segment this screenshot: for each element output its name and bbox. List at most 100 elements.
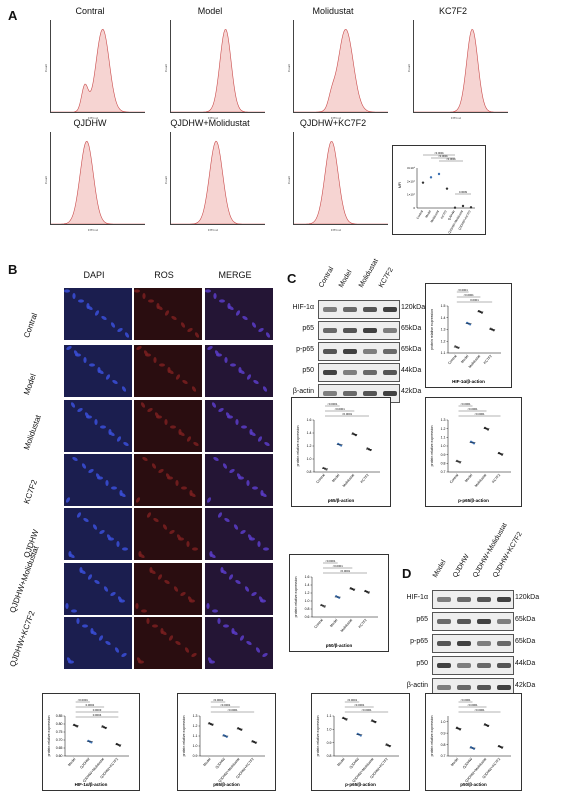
histogram-plot (293, 132, 388, 225)
histogram-curve (51, 28, 145, 112)
wb-size-label: 120kDa (515, 594, 540, 601)
dot-xtick: Model (202, 757, 211, 767)
panel-c-letter: C (287, 271, 297, 286)
dot-pvalue: <0.0001 (220, 703, 231, 707)
wb-size-label: 44kDa (401, 367, 422, 374)
dot-ytick: 1.4 (307, 431, 312, 435)
dot-ytick: 0.70 (56, 738, 63, 742)
histogram-svg (171, 140, 265, 224)
mfi-point (421, 181, 425, 184)
dot-pvalue: <0.0001 (78, 698, 89, 702)
dot-point (458, 461, 462, 464)
wb-band-row (318, 300, 400, 319)
wb-band-row (432, 634, 514, 653)
dot-pvalue: <0.0001 (342, 412, 353, 416)
dot-point (492, 329, 495, 332)
dot-ytick: 1.1 (441, 436, 446, 440)
histogram-title: Model (197, 6, 223, 16)
mfi-point (461, 204, 465, 208)
wb-protein-label: p50 (416, 660, 428, 667)
wb-lane-label: Contral (317, 265, 336, 289)
dot-pvalue: <0.0001 (327, 402, 338, 406)
dot-point (240, 728, 243, 731)
mfi-scatter-plot: 0 1×10⁴ 2×10⁴ 3×10⁴ MFI Contral ModelMolidusta… (398, 151, 475, 234)
dot-xtick: KC7F2 (358, 618, 368, 629)
microscopy-column-header: MERGE (218, 270, 252, 280)
wb-protein-label: p65 (302, 325, 314, 332)
wb-lane-label: QJDHW+Molidustat (471, 522, 509, 579)
dot-pvalue: <0.0001 (464, 293, 475, 297)
dot-plot-c_pp65: 0.7 0.8 0.9 1.0 1.1 1.2 1.3 protein relative ex… (425, 397, 522, 507)
dot-pvalue: <0.0001 (361, 708, 372, 712)
dot-point (486, 428, 490, 431)
dot-ylabel: protein relative expression (316, 716, 320, 757)
wb-protein-label: β-actin (406, 682, 428, 689)
dot-ytick: 1.0 (327, 728, 332, 732)
histogram-curve (51, 140, 145, 224)
mfi-pvalue: <0.0001 (446, 157, 456, 161)
ros-image (134, 454, 202, 506)
wb-size-label: 42kDa (515, 682, 536, 689)
microscopy-row-label: Model (22, 372, 38, 397)
dot-ylabel: protein relative expression (182, 716, 186, 757)
mfi-ytick: 3×10⁴ (407, 166, 416, 170)
dot-point (104, 726, 107, 730)
dot-xtick: Contral (313, 618, 323, 629)
histogram-title: QJDHW+Molidustat (170, 118, 250, 128)
dot-pvalue: 0.0001 (470, 298, 479, 302)
dot-ylabel: protein relative expression (296, 426, 300, 467)
dot-plot-c_p50: 0.6 0.8 1.0 1.2 1.4 1.6 protein relative expre… (289, 554, 389, 652)
dot-xtick: Model (450, 757, 459, 767)
dot-ylabel: protein relative expression (430, 426, 434, 467)
dot-pvalue: 0.0002 (86, 703, 95, 707)
dot-xtick: Model (331, 473, 340, 483)
dot-point (325, 468, 328, 471)
panel-a-letter: A (8, 8, 18, 23)
histogram-plot (50, 20, 145, 113)
dot-ytick: 1.4 (441, 316, 446, 320)
dapi-image (64, 617, 132, 669)
dot-xtick: QJDHW (79, 757, 91, 770)
wb-band-row (432, 612, 514, 631)
histogram-title: QJDHW (73, 118, 107, 128)
dapi-image (64, 345, 132, 397)
histogram-svg (414, 28, 508, 112)
dapi-image (64, 454, 132, 506)
histogram-plot (413, 20, 508, 113)
merge-image (205, 454, 273, 506)
dot-pvalue: <0.0001 (474, 412, 485, 416)
dot-xlabel: p50/β-action (460, 782, 487, 787)
dot-ytick: 1.0 (441, 720, 446, 724)
dot-point (338, 596, 341, 599)
histogram-ylabel: Count (164, 175, 169, 185)
histogram-xlabel: FITC-H (451, 116, 461, 120)
panel-d-letter: D (402, 566, 412, 581)
dot-plot-svg: 0.9 1.0 1.1 1.2 1.3 protein relative expressi… (182, 698, 265, 787)
dot-plot-c_hif: 1.1 1.2 1.3 1.4 1.5 protein relative expressi… (425, 283, 512, 388)
dot-ylabel: protein relative expression (430, 716, 434, 757)
dot-point (90, 741, 93, 744)
histogram-xlabel: FITC-H (331, 116, 341, 120)
dot-xtick: QJDHW (349, 757, 361, 770)
dot-xtick: Molidustat (468, 354, 481, 369)
dot-ytick: 0.75 (56, 730, 63, 734)
wb-size-label: 44kDa (515, 660, 536, 667)
dot-point (354, 434, 357, 437)
merge-image (205, 288, 273, 340)
microscopy-column-header: ROS (154, 270, 174, 280)
dot-pvalue: <0.0001 (335, 407, 346, 411)
mfi-point (453, 206, 457, 209)
dot-ytick: 1.2 (307, 444, 312, 448)
dot-point (472, 442, 476, 445)
histogram-ylabel: Count (407, 63, 412, 73)
dot-xtick: KC7F2 (360, 473, 370, 484)
merge-image (205, 508, 273, 560)
dot-point (486, 724, 490, 728)
dot-xtick: QJDHW (462, 757, 474, 770)
dot-ylabel: protein relative expression (294, 577, 298, 618)
dot-ytick: 0.9 (193, 754, 198, 758)
histogram-plot (170, 20, 265, 113)
dot-xtick: Model (464, 473, 473, 483)
dot-ytick: 1.3 (193, 714, 198, 718)
histogram-svg (171, 29, 265, 112)
